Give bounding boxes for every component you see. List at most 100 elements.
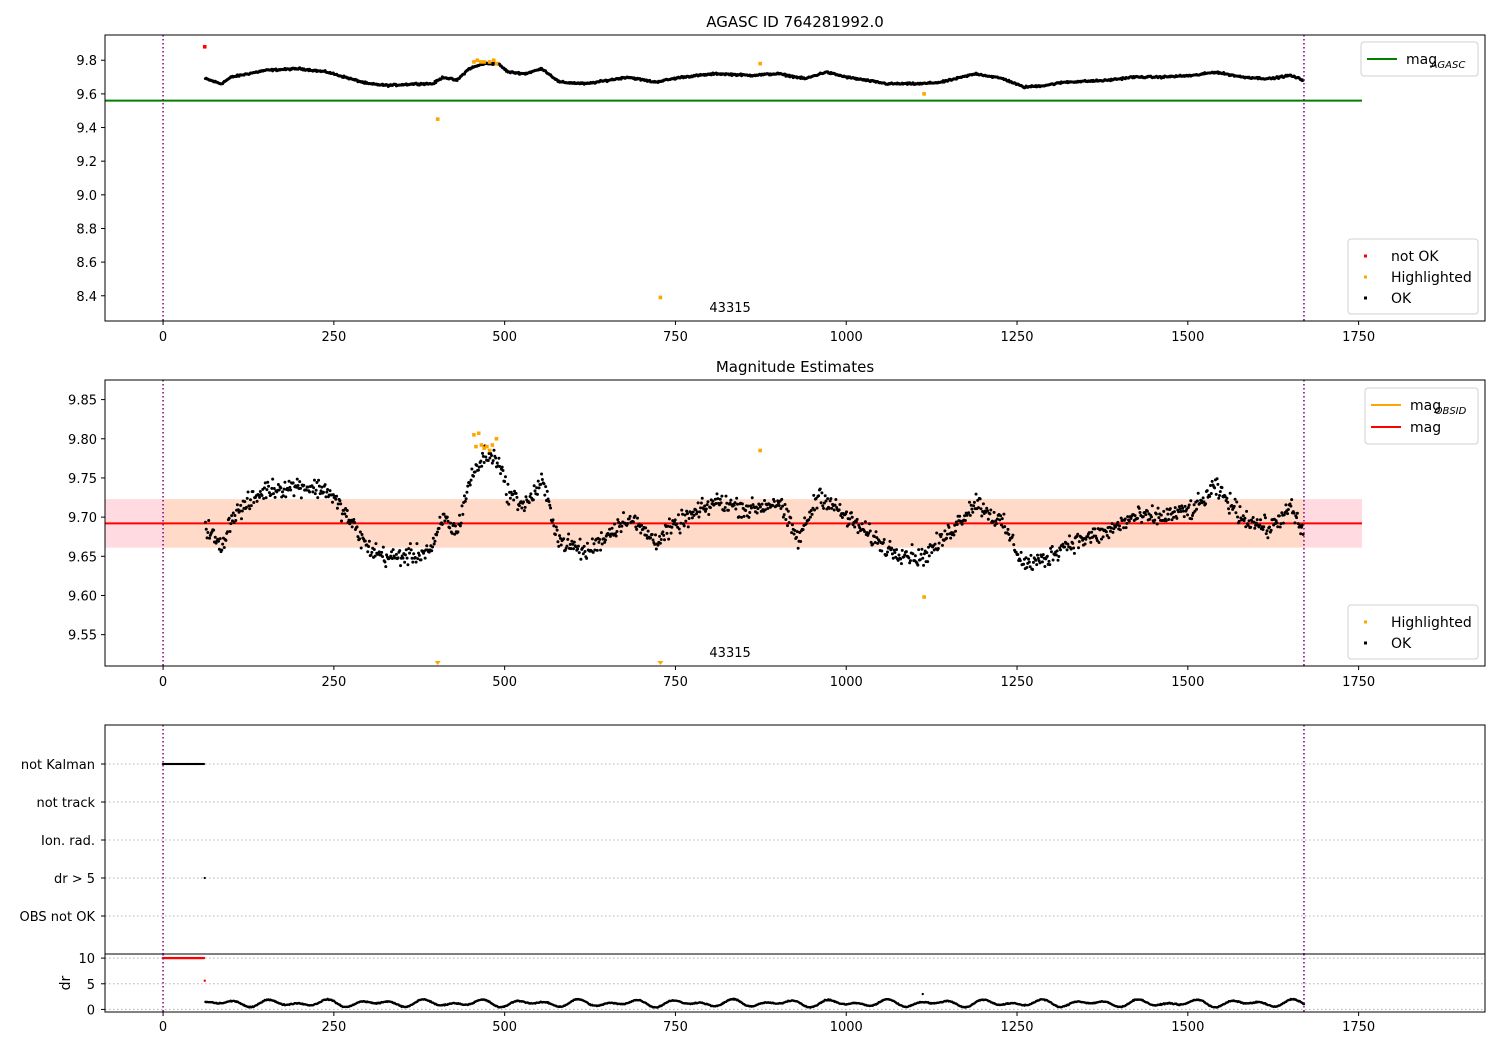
data-point-ok xyxy=(419,558,423,562)
data-point-ok xyxy=(1190,517,1194,521)
data-point-ok xyxy=(583,550,587,554)
data-point-ok xyxy=(383,560,387,564)
data-point-ok xyxy=(330,500,334,504)
data-point-ok xyxy=(542,482,546,486)
data-point-ok xyxy=(927,554,931,558)
data-point-ok xyxy=(1083,542,1087,546)
data-point-ok xyxy=(296,483,300,487)
data-point-ok xyxy=(411,560,415,564)
data-point-ok xyxy=(1028,565,1032,569)
data-point-ok xyxy=(314,488,318,492)
data-point-ok xyxy=(480,464,484,468)
data-point-ok xyxy=(1148,517,1152,521)
data-point-ok xyxy=(785,524,789,528)
data-point-ok xyxy=(1262,525,1266,529)
data-point-ok xyxy=(981,509,985,513)
data-point-ok xyxy=(323,483,327,487)
data-point-ok xyxy=(1258,523,1262,527)
data-point-ok xyxy=(1263,516,1267,520)
data-point-ok xyxy=(1061,542,1065,546)
x-tick-label: 1750 xyxy=(1342,1020,1375,1035)
data-point-ok xyxy=(1124,526,1128,530)
data-point-ok xyxy=(1000,517,1004,521)
data-point-ok xyxy=(553,532,557,536)
legend-label: mag xyxy=(1410,398,1441,414)
observation-annotation: 43315 xyxy=(709,301,750,316)
data-point-ok xyxy=(1251,515,1255,519)
data-point-ok xyxy=(413,555,417,559)
data-point-ok xyxy=(740,502,744,506)
data-point-ok xyxy=(681,512,685,516)
data-point-ok xyxy=(403,553,407,557)
data-point-ok xyxy=(446,519,450,523)
legend-box xyxy=(1364,387,1479,445)
data-point-ok xyxy=(614,534,618,538)
legend-point-swatch xyxy=(1364,275,1367,279)
data-point-ok xyxy=(343,512,347,516)
x-tick-label: 1500 xyxy=(1171,675,1204,690)
data-point-ok xyxy=(1063,545,1067,549)
flag-label: not Kalman xyxy=(21,758,95,773)
data-point-ok xyxy=(458,513,462,517)
data-point-ok xyxy=(999,523,1003,527)
data-point-ok xyxy=(824,499,828,503)
data-point-ok xyxy=(690,516,694,520)
data-point-ok xyxy=(310,484,314,488)
data-point-ok xyxy=(863,530,867,534)
data-point-ok xyxy=(667,517,671,521)
data-point-ok xyxy=(911,552,915,556)
data-point-ok xyxy=(271,492,275,496)
data-point-ok xyxy=(968,513,972,517)
data-point-ok xyxy=(1235,500,1239,504)
data-point-ok xyxy=(391,548,395,552)
data-point-ok xyxy=(208,536,212,540)
data-point-ok xyxy=(450,531,454,535)
data-point-ok xyxy=(481,454,485,458)
data-point-ok xyxy=(217,547,221,551)
data-point-ok xyxy=(735,496,739,500)
data-point-ok xyxy=(595,548,599,552)
data-point-ok xyxy=(935,531,939,535)
data-point-ok xyxy=(714,502,718,506)
data-point-ok xyxy=(665,531,669,535)
data-point-ok xyxy=(315,481,319,485)
x-tick-label: 500 xyxy=(492,1020,517,1035)
x-tick-label: 1500 xyxy=(1171,1020,1204,1035)
data-point-ok xyxy=(505,500,509,504)
data-point-ok xyxy=(682,524,686,528)
data-point-ok xyxy=(247,504,251,508)
observation-annotation: 43315 xyxy=(709,646,750,661)
data-point-ok xyxy=(576,547,580,551)
data-point-ok xyxy=(1088,536,1092,540)
data-point-ok xyxy=(703,504,707,508)
legend-box xyxy=(1360,41,1479,77)
data-point-ok xyxy=(723,505,727,509)
data-point-ok xyxy=(262,497,266,501)
data-point-ok xyxy=(249,504,253,508)
data-point-ok xyxy=(857,523,861,527)
data-point-ok xyxy=(432,542,436,546)
data-point-ok xyxy=(1080,536,1084,540)
data-point-ok xyxy=(577,551,581,555)
data-point-ok xyxy=(262,486,266,490)
data-point-ok xyxy=(335,494,339,498)
data-point-ok xyxy=(603,538,607,542)
data-point-ok xyxy=(813,508,817,512)
data-point-ok xyxy=(704,507,708,511)
data-point-ok xyxy=(1246,523,1250,527)
data-point-ok xyxy=(1031,560,1035,564)
data-point-ok xyxy=(786,509,790,513)
data-point-ok xyxy=(238,509,242,513)
data-point-ok xyxy=(1019,550,1023,554)
data-point-ok xyxy=(716,497,720,501)
data-point-ok xyxy=(1116,520,1120,524)
flag-point xyxy=(202,762,206,766)
data-point-ok xyxy=(230,514,234,518)
data-point-ok xyxy=(540,478,544,482)
data-point-ok xyxy=(258,495,262,499)
data-point-ok xyxy=(1281,521,1285,525)
data-point-ok xyxy=(399,564,403,568)
flag-label: not track xyxy=(36,796,95,811)
data-point-ok xyxy=(466,484,470,488)
data-point-ok xyxy=(1208,494,1212,498)
